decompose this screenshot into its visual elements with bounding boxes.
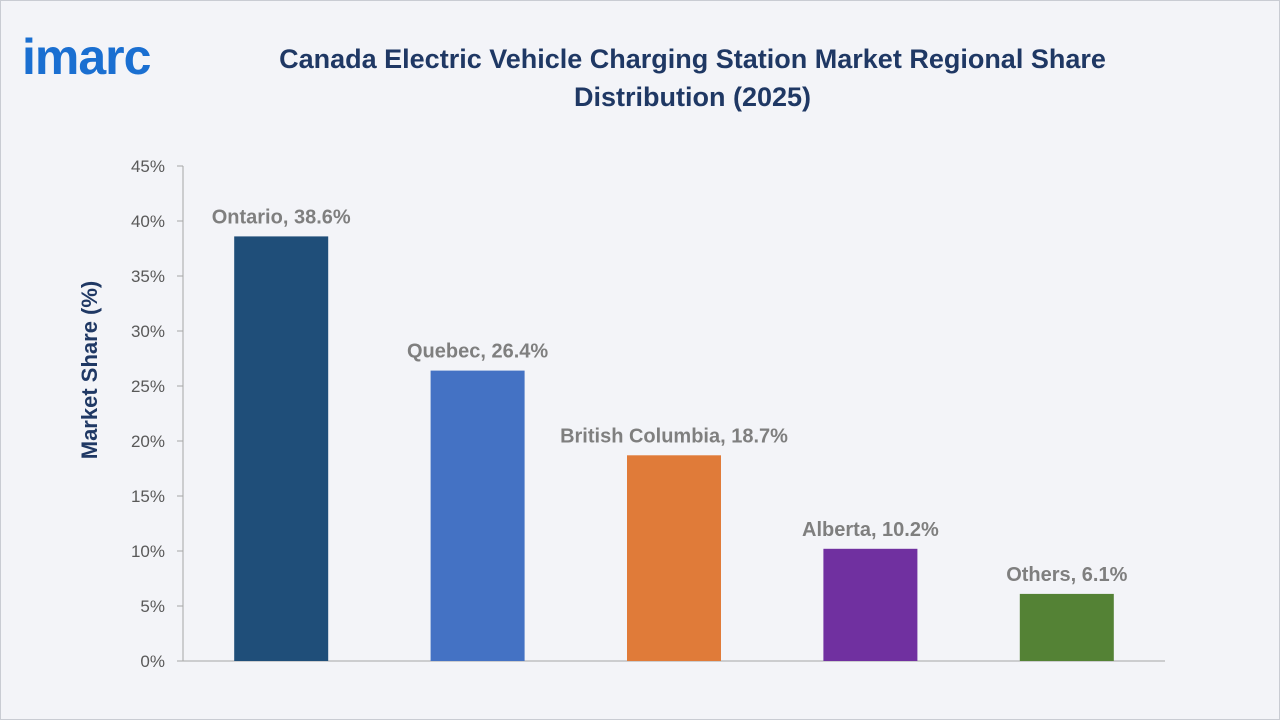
y-tick-label: 5%	[140, 597, 165, 616]
chart-title: Canada Electric Vehicle Charging Station…	[279, 44, 1106, 112]
y-tick-label: 45%	[131, 157, 165, 176]
bar-quebec	[430, 370, 525, 661]
y-tick-label: 15%	[131, 487, 165, 506]
y-axis-label: Market Share (%)	[77, 281, 102, 460]
bar-others	[1019, 593, 1114, 661]
bar-ontario	[234, 236, 329, 661]
data-label: British Columbia, 18.7%	[560, 425, 788, 447]
data-label: Others, 6.1%	[1006, 564, 1127, 586]
y-tick-label: 30%	[131, 322, 165, 341]
data-labels: Ontario, 38.6% Quebec, 26.4% British Colum…	[212, 206, 1128, 586]
y-tick-label: 40%	[131, 212, 165, 231]
bars	[234, 236, 1114, 661]
data-label: Alberta, 10.2%	[802, 519, 939, 541]
imarc-logo: imarc	[22, 29, 152, 85]
data-label: Ontario, 38.6%	[212, 206, 351, 228]
y-tick-label: 25%	[131, 377, 165, 396]
y-tick-label: 10%	[131, 542, 165, 561]
bar-alberta	[823, 548, 918, 661]
bar-british-columbia	[627, 455, 721, 661]
logo-text: imarc	[22, 29, 151, 85]
y-tick-label: 35%	[131, 267, 165, 286]
data-label: Quebec, 26.4%	[407, 341, 548, 363]
y-tick-label: 0%	[140, 652, 165, 671]
y-axis: 0% 5% 10% 15% 20% 25% 30% 35% 40% 45%	[131, 157, 1165, 671]
y-tick-label: 20%	[131, 432, 165, 451]
